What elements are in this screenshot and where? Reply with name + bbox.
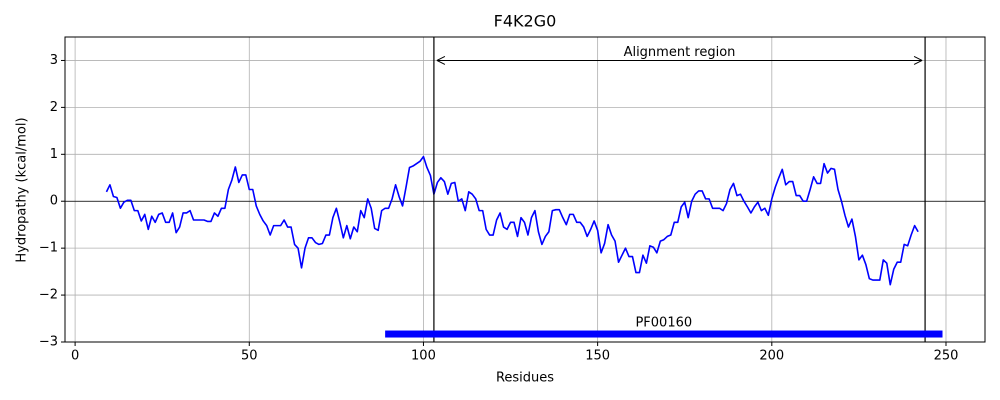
y-axis-label: Hydropathy (kcal/mol): [15, 117, 30, 262]
y-tick-label: 3: [50, 53, 58, 68]
x-axis-label: Residues: [496, 371, 554, 386]
y-tick-label: −1: [39, 241, 58, 256]
x-tick-label: 150: [585, 349, 610, 364]
plot: [65, 37, 985, 342]
arrow-head: [436, 56, 923, 65]
plot-frame: [64, 36, 986, 343]
chart-title: F4K2G0: [494, 12, 557, 31]
hydropathy-line: [105, 155, 919, 286]
x-tick-label: 200: [759, 349, 784, 364]
x-tick-label: 50: [241, 349, 258, 364]
y-tick-label: 1: [50, 147, 58, 162]
domain-bar: [385, 330, 943, 338]
y-tick-label: 2: [50, 100, 58, 115]
y-tick-label: 0: [50, 194, 58, 209]
x-tick-label: 0: [71, 349, 79, 364]
y-tick-label: −2: [39, 288, 58, 303]
x-tick-label: 100: [411, 349, 436, 364]
y-tick-label: −3: [39, 335, 58, 350]
x-tick-label: 250: [934, 349, 959, 364]
domain-label: PF00160: [635, 316, 692, 331]
alignment-label: Alignment region: [624, 45, 736, 60]
